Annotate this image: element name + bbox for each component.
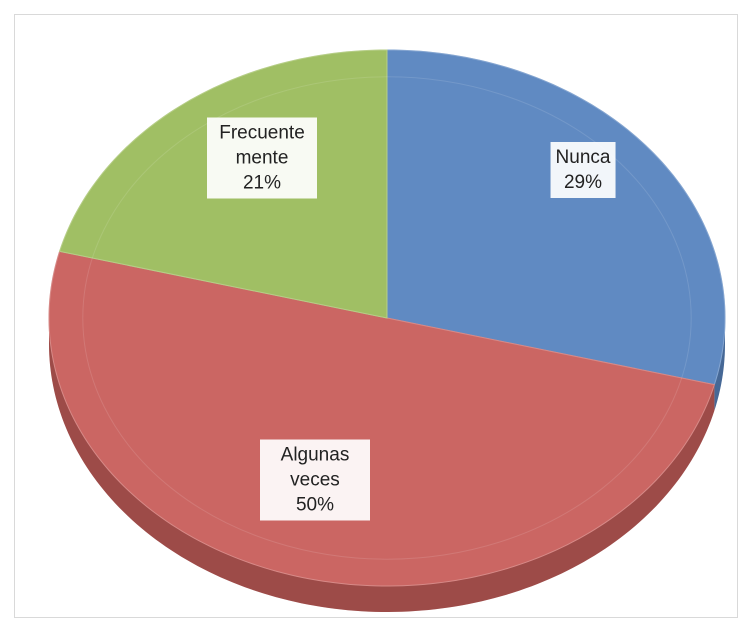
- category-label: Algunas veces: [280, 444, 350, 491]
- inner-ring: [82, 76, 692, 560]
- slice-gloss: [386, 49, 726, 386]
- slice-side: [714, 318, 725, 411]
- value-label: 50%: [295, 494, 335, 516]
- slice-gloss: [48, 250, 716, 587]
- pie-slice: [386, 49, 726, 386]
- data-label: Frecuentemente 21%: [207, 117, 317, 199]
- data-label: Algunas veces 50%: [260, 439, 370, 521]
- pie-slice: [48, 250, 716, 587]
- slice-side-shade: [714, 318, 725, 411]
- category-label: Nunca: [555, 147, 611, 168]
- value-label: 29%: [563, 172, 603, 193]
- data-label: Nunca 29%: [550, 142, 616, 198]
- value-label: 21%: [242, 172, 282, 194]
- category-label: Frecuentemente: [219, 122, 305, 169]
- chart-frame: [14, 14, 738, 618]
